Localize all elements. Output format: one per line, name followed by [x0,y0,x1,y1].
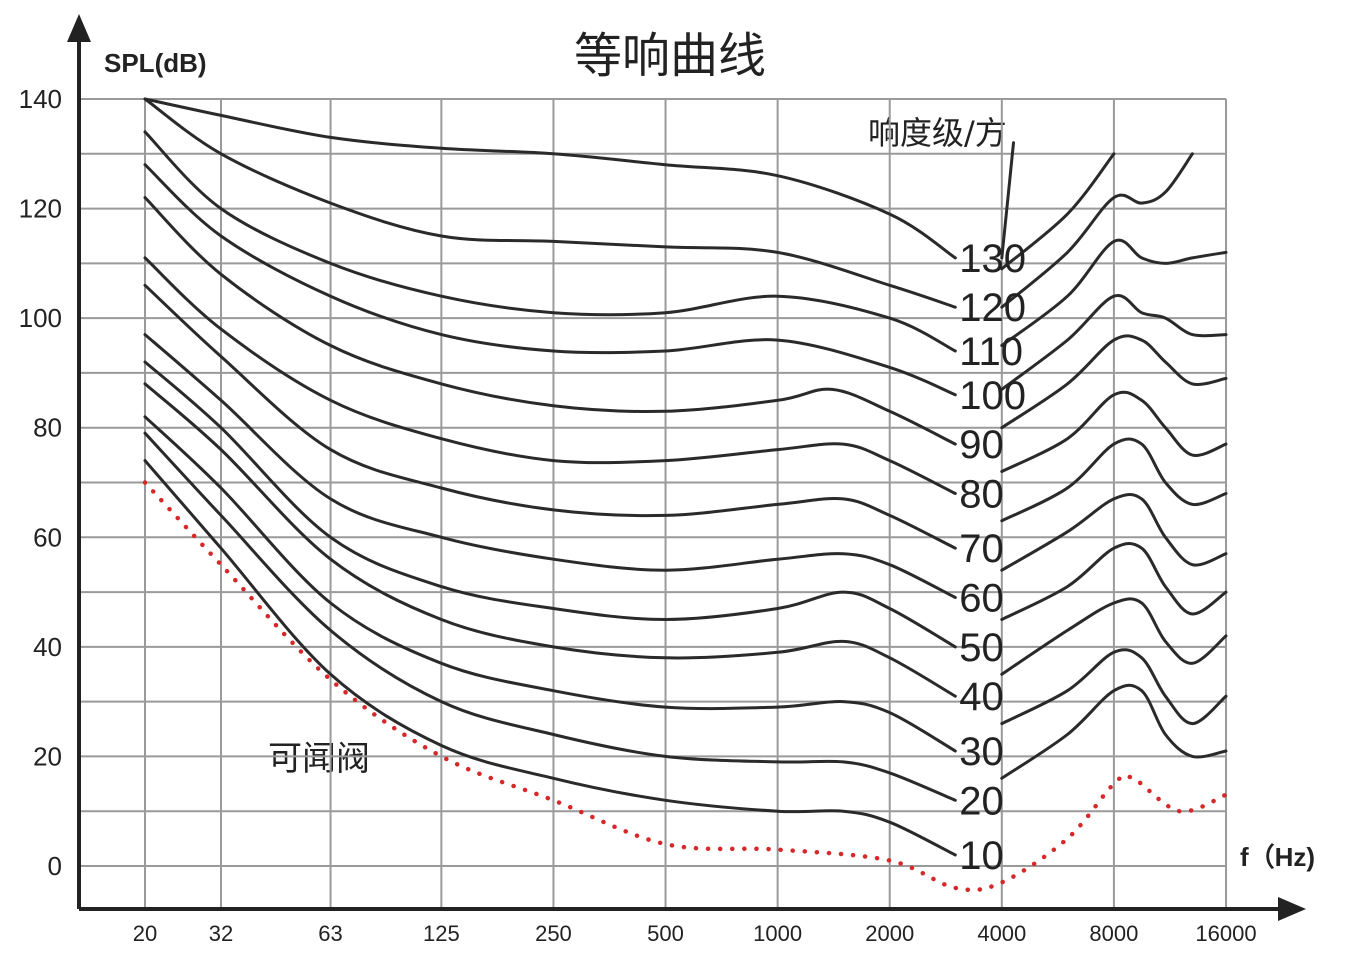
loudness-curve-130 [143,97,957,260]
curve-label-20: 20 [959,779,1004,823]
x-tick-label: 16000 [1195,921,1256,946]
loudness-curve-hf-10 [1000,683,1228,780]
curve-label-70: 70 [959,527,1004,571]
y-tick-label: 120 [19,194,62,224]
loudness-curve-40 [143,382,957,698]
y-axis-arrow [67,14,91,42]
loudness-curve-100 [143,163,957,397]
loudness-curve-80 [143,256,957,495]
curve-label-10: 10 [959,834,1004,878]
curve-label-80: 80 [959,472,1004,516]
x-axis-arrow [1278,897,1306,921]
curve-label-100: 100 [959,374,1026,418]
x-tick-label: 4000 [977,921,1026,946]
x-tick-label: 2000 [865,921,914,946]
loudness-curve-hf-20 [1000,648,1228,726]
y-tick-label: 140 [19,84,62,114]
axes [67,14,1306,921]
y-tick-label: 60 [33,522,62,552]
loudness-curve-hf-120 [1000,152,1116,271]
loudness-curve-hf-70 [1000,390,1228,473]
loudness-curve-hf-50 [1000,492,1228,572]
loudness-curve-hf-40 [1000,541,1228,621]
x-tick-label: 125 [423,921,460,946]
chart-title: 等响曲线 [574,28,766,84]
threshold-label: 可闻阀 [268,739,370,779]
x-tick-label: 63 [318,921,342,946]
curve-label-90: 90 [959,423,1004,467]
loudness-curve-hf-100 [1000,238,1228,347]
loudness-curve-30 [143,415,957,753]
y-tick-label: 80 [33,413,62,443]
y-tick-label: 100 [19,303,62,333]
loudness-curve-60 [143,333,957,599]
y-axis-label: SPL(dB) [104,48,207,78]
curve-label-120: 120 [959,286,1026,330]
curve-label-60: 60 [959,577,1004,621]
legend-title: 响度级/方 [868,114,1007,152]
loudness-curve-90 [143,196,957,446]
grid [79,98,1227,909]
loudness-curve-hf-90 [1000,293,1228,391]
x-axis-label: f（Hz) [1240,842,1315,872]
loudness-curve-20 [143,431,957,802]
y-tick-label: 0 [48,851,62,881]
x-tick-label: 250 [535,921,572,946]
loudness-curve-hf-30 [1000,597,1228,676]
x-tick-label: 8000 [1089,921,1138,946]
y-tick-label: 40 [33,632,62,662]
loudness-curve-50 [143,360,957,649]
loudness-curve-120 [143,97,957,309]
x-tick-label: 1000 [753,921,802,946]
loudness-curve-hf-60 [1000,437,1228,523]
curve-label-50: 50 [959,626,1004,670]
loudness-curve-hf-130 [1000,141,1015,260]
loudness-curve-10 [143,459,957,857]
curve-label-130: 130 [959,237,1026,281]
curves [142,97,1229,893]
curve-label-110: 110 [959,330,1023,374]
curve-label-30: 30 [959,730,1004,774]
loudness-curve-hf-80 [1000,334,1228,430]
x-tick-label: 20 [133,921,157,946]
loudness-curve-hf-110 [1000,152,1194,309]
loudness-curve-70 [143,283,957,550]
x-tick-label: 500 [647,921,684,946]
y-tick-label: 20 [33,741,62,771]
threshold-curve [142,480,1229,893]
loudness-curve-110 [143,130,957,353]
curve-label-40: 40 [959,675,1004,719]
tick-labels: 0 20 40 60 80 100 120 140 20 32 63 125 250 500 1000 200… [19,84,1257,946]
x-tick-label: 32 [209,921,233,946]
